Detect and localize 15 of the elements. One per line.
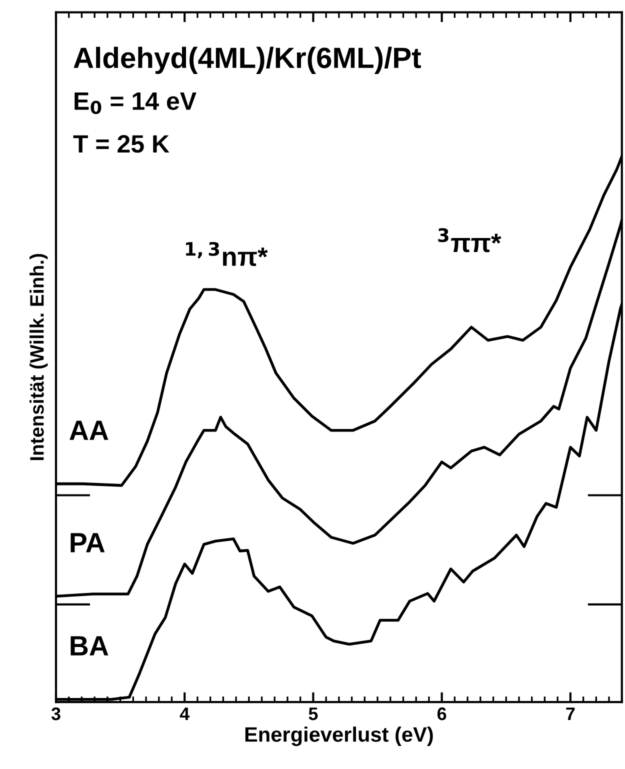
series-label: PA <box>70 533 105 552</box>
x-tick-label: 7 <box>566 708 575 720</box>
y-axis-title: Intensität (Willk. Einh.) <box>30 254 48 460</box>
series-label: AA <box>70 420 108 440</box>
annotation: $^{1,3}$nπ* <box>186 242 268 266</box>
x-axis-title: Energieverlust (eV) <box>245 726 433 746</box>
series-label: BA <box>70 636 108 656</box>
text: T = 25 K <box>73 135 170 153</box>
chart-title: Aldehyd(4ML)/Kr(6ML)/Pt <box>74 46 421 74</box>
x-tick-label: 6 <box>437 707 446 720</box>
x-tick-label: 5 <box>308 708 318 720</box>
x-tick-label: 3 <box>51 707 60 720</box>
annotation: $^{3}$ππ* <box>438 228 502 252</box>
x-tick-label: 4 <box>180 708 190 720</box>
text: E$_{0}$ = 14 eV <box>74 92 196 114</box>
